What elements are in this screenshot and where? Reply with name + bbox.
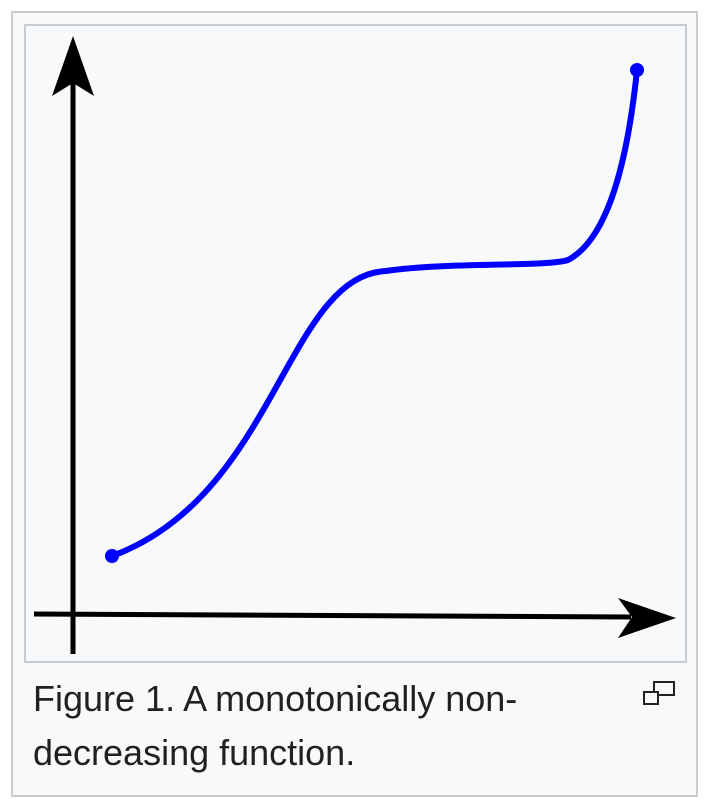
figure-caption: Figure 1. A monotonically non-decreasing… (33, 678, 518, 773)
x-axis-arrowhead (618, 598, 676, 638)
figure-thumbnail: Figure 1. A monotonically non-decreasing… (11, 11, 698, 797)
magnify-clip-icon[interactable] (642, 680, 676, 708)
y-axis-arrowhead (52, 36, 94, 96)
curve-start-point (105, 549, 119, 563)
figure-image[interactable] (24, 24, 687, 663)
curve-end-point (630, 63, 644, 77)
x-axis (33, 611, 632, 620)
monotonic-function-diagram (33, 36, 676, 654)
function-curve (109, 67, 640, 559)
